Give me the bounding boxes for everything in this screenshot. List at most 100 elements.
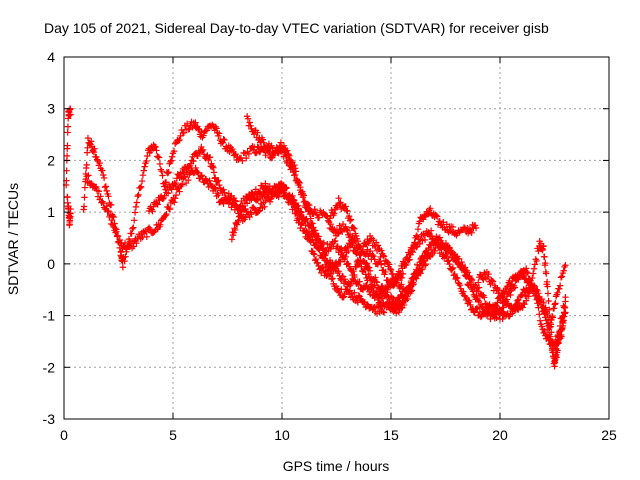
data-point (445, 257, 452, 264)
data-point (346, 217, 354, 224)
data-point (221, 189, 228, 196)
data-point (380, 253, 388, 260)
data-point (214, 178, 221, 185)
data-point (215, 191, 222, 199)
series-track-g (243, 113, 408, 301)
data-point (494, 299, 501, 306)
data-point (306, 210, 314, 218)
data-point (198, 172, 205, 179)
data-point (121, 257, 128, 265)
data-point (134, 192, 141, 200)
data-point (335, 194, 342, 202)
data-point (415, 265, 423, 272)
series-track-h (326, 194, 430, 312)
data-point (199, 146, 207, 154)
data-point (103, 187, 110, 195)
data-point (436, 249, 444, 257)
data-point (311, 251, 318, 258)
data-point (314, 259, 321, 266)
data-point (543, 270, 550, 277)
data-point (64, 123, 72, 130)
data-point (155, 154, 163, 161)
y-tick-label: 0 (47, 256, 55, 272)
data-point (529, 274, 536, 282)
data-point (382, 268, 389, 276)
y-tick-label: 2 (47, 152, 55, 168)
data-point (369, 251, 376, 259)
data-point (349, 293, 356, 300)
data-point (175, 137, 182, 145)
data-point (556, 334, 563, 341)
data-point (489, 278, 497, 285)
data-point (315, 214, 323, 221)
data-point (91, 145, 98, 152)
data-point (245, 150, 253, 158)
data-point (161, 179, 169, 187)
y-tick-label: -2 (43, 359, 56, 375)
data-point (101, 183, 109, 191)
data-point (414, 226, 422, 233)
data-point (408, 275, 416, 282)
data-point (384, 288, 391, 296)
data-point (315, 238, 322, 245)
data-point (343, 207, 350, 214)
data-point (168, 153, 176, 160)
data-point (373, 279, 381, 286)
data-point (133, 199, 141, 206)
data-point (427, 246, 435, 253)
x-tick-label: 10 (274, 427, 290, 443)
data-point (397, 269, 404, 277)
data-point (503, 296, 511, 303)
data-point (84, 134, 92, 142)
data-point (355, 281, 362, 289)
data-point (546, 306, 553, 314)
data-point (466, 298, 473, 306)
data-point (469, 288, 477, 295)
data-point (221, 136, 228, 144)
data-point (548, 329, 555, 336)
x-tick-label: 5 (169, 427, 177, 443)
data-point (262, 180, 269, 187)
data-point (533, 257, 540, 265)
data-point (449, 264, 457, 272)
data-point (212, 185, 219, 193)
data-point (387, 266, 395, 274)
data-point (167, 158, 174, 166)
data-point (257, 188, 264, 196)
data-point (129, 225, 136, 232)
data-point (216, 130, 223, 137)
data-point (80, 203, 88, 210)
data-point (350, 224, 357, 232)
data-point (556, 282, 564, 289)
data-point (380, 309, 388, 316)
data-point (386, 265, 394, 273)
data-point (194, 152, 202, 160)
data-point (140, 167, 147, 174)
data-point (102, 183, 110, 190)
data-point (558, 326, 565, 334)
data-point (481, 294, 488, 301)
data-point (521, 301, 528, 308)
data-point (161, 183, 168, 190)
data-point (472, 224, 480, 232)
data-point (289, 192, 296, 200)
data-point (213, 125, 220, 132)
data-point (256, 189, 263, 197)
data-point (311, 227, 319, 234)
data-point (562, 262, 569, 269)
data-point (318, 263, 326, 271)
data-point (354, 237, 362, 245)
data-point (331, 264, 338, 272)
data-point (331, 238, 338, 245)
data-point (488, 310, 495, 318)
data-point (235, 217, 242, 224)
data-point (559, 317, 566, 325)
data-point (443, 253, 451, 260)
data-point (277, 139, 285, 146)
data-point (262, 197, 269, 205)
data-point (379, 286, 387, 294)
data-point (307, 215, 314, 222)
data-point (312, 255, 320, 263)
data-point (282, 149, 289, 156)
data-point (433, 212, 440, 219)
